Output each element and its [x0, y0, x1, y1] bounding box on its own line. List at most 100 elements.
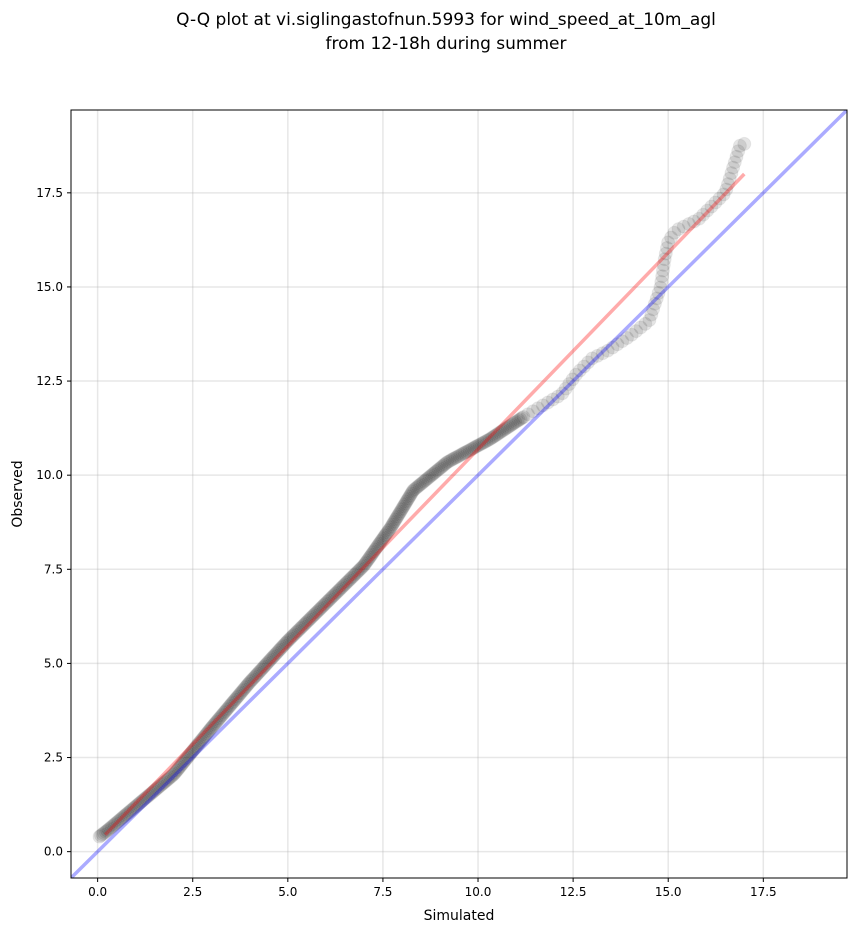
qq-point [270, 645, 285, 660]
chart-title-line1: Q-Q plot at vi.siglingastofnun.5993 for … [176, 10, 716, 30]
qq-point [415, 475, 430, 490]
qq-point [651, 286, 666, 300]
qq-point [312, 602, 327, 617]
qq-point [390, 509, 405, 524]
qq-point [200, 726, 214, 741]
qq-point [240, 677, 255, 692]
qq-point [437, 457, 452, 472]
qq-point [654, 274, 669, 289]
qq-point [338, 577, 352, 592]
qq-point [197, 729, 212, 744]
qq-point [724, 166, 739, 181]
qq-point [111, 813, 126, 828]
qq-point [395, 501, 410, 516]
qq-point [380, 525, 395, 540]
qq-point [234, 685, 249, 700]
qq-point [422, 469, 437, 484]
qq-point [644, 307, 659, 322]
qq-point [396, 499, 411, 514]
y-tick-label: 10.0 [36, 468, 63, 482]
qq-point [213, 710, 228, 725]
qq-point [565, 372, 580, 387]
qq-point [316, 598, 331, 613]
qq-point [168, 765, 183, 780]
qq-point [225, 695, 240, 710]
qq-point [220, 701, 235, 716]
qq-point [347, 567, 362, 582]
qq-point [181, 748, 196, 763]
qq-point [308, 607, 322, 621]
qq-point [142, 787, 157, 802]
x-tick-label: 15.0 [655, 885, 682, 899]
qq-point [403, 488, 418, 503]
qq-point [183, 747, 198, 762]
qq-point [692, 211, 707, 226]
qq-point [152, 779, 167, 794]
qq-point [263, 652, 278, 667]
qq-point [399, 494, 414, 509]
qq-point [540, 395, 555, 410]
qq-point [620, 331, 634, 345]
y-tick-label: 0.0 [44, 845, 63, 859]
qq-point [362, 550, 377, 565]
qq-point [477, 435, 492, 449]
qq-point [232, 688, 246, 703]
qq-point [227, 694, 241, 708]
qq-point [363, 549, 378, 563]
qq-point [301, 613, 316, 628]
qq-point [150, 781, 164, 796]
qq-point [135, 793, 150, 808]
qq-point [223, 698, 238, 713]
qq-point [174, 757, 189, 772]
qq-point [412, 478, 427, 493]
qq-point [737, 136, 752, 151]
qq-point [329, 585, 344, 600]
qq-point [378, 528, 392, 543]
qq-point [193, 733, 208, 748]
qq-point [229, 691, 244, 705]
qq-point [252, 665, 267, 679]
qq-point [658, 246, 673, 261]
qq-point [327, 588, 342, 603]
qq-point [155, 776, 170, 791]
qq-point [397, 497, 412, 512]
qq-point [367, 544, 381, 559]
qq-point [186, 742, 201, 757]
qq-point [455, 446, 470, 461]
qq-point [293, 621, 307, 636]
qq-point [516, 410, 531, 424]
qq-point [661, 235, 676, 250]
qq-point [280, 634, 295, 648]
qq-point [261, 655, 276, 670]
qq-point [190, 738, 205, 753]
qq-point [302, 612, 317, 627]
qq-point [459, 445, 474, 459]
qq-point [253, 663, 268, 678]
qq-point [132, 796, 147, 811]
qq-point [241, 676, 256, 691]
qq-point [490, 426, 505, 441]
qq-point [173, 759, 188, 774]
qq-point [646, 302, 661, 317]
qq-point [148, 782, 163, 797]
qq-point [103, 821, 117, 836]
qq-point [265, 650, 280, 665]
qq-point [184, 745, 199, 760]
qq-point [244, 673, 259, 688]
qq-point [198, 727, 213, 742]
qq-point [447, 451, 462, 466]
qq-point [228, 692, 243, 707]
x-tick-label: 7.5 [373, 885, 392, 899]
qq-point [353, 562, 367, 577]
qq-point [526, 404, 540, 419]
qq-point [208, 716, 223, 730]
qq-point [381, 523, 396, 538]
qq-point [667, 225, 682, 240]
scatter-points [92, 136, 752, 844]
qq-point [656, 263, 670, 278]
qq-point [243, 674, 258, 689]
qq-point [122, 805, 137, 820]
qq-point [342, 573, 357, 588]
x-tick-label: 10.0 [465, 885, 492, 899]
